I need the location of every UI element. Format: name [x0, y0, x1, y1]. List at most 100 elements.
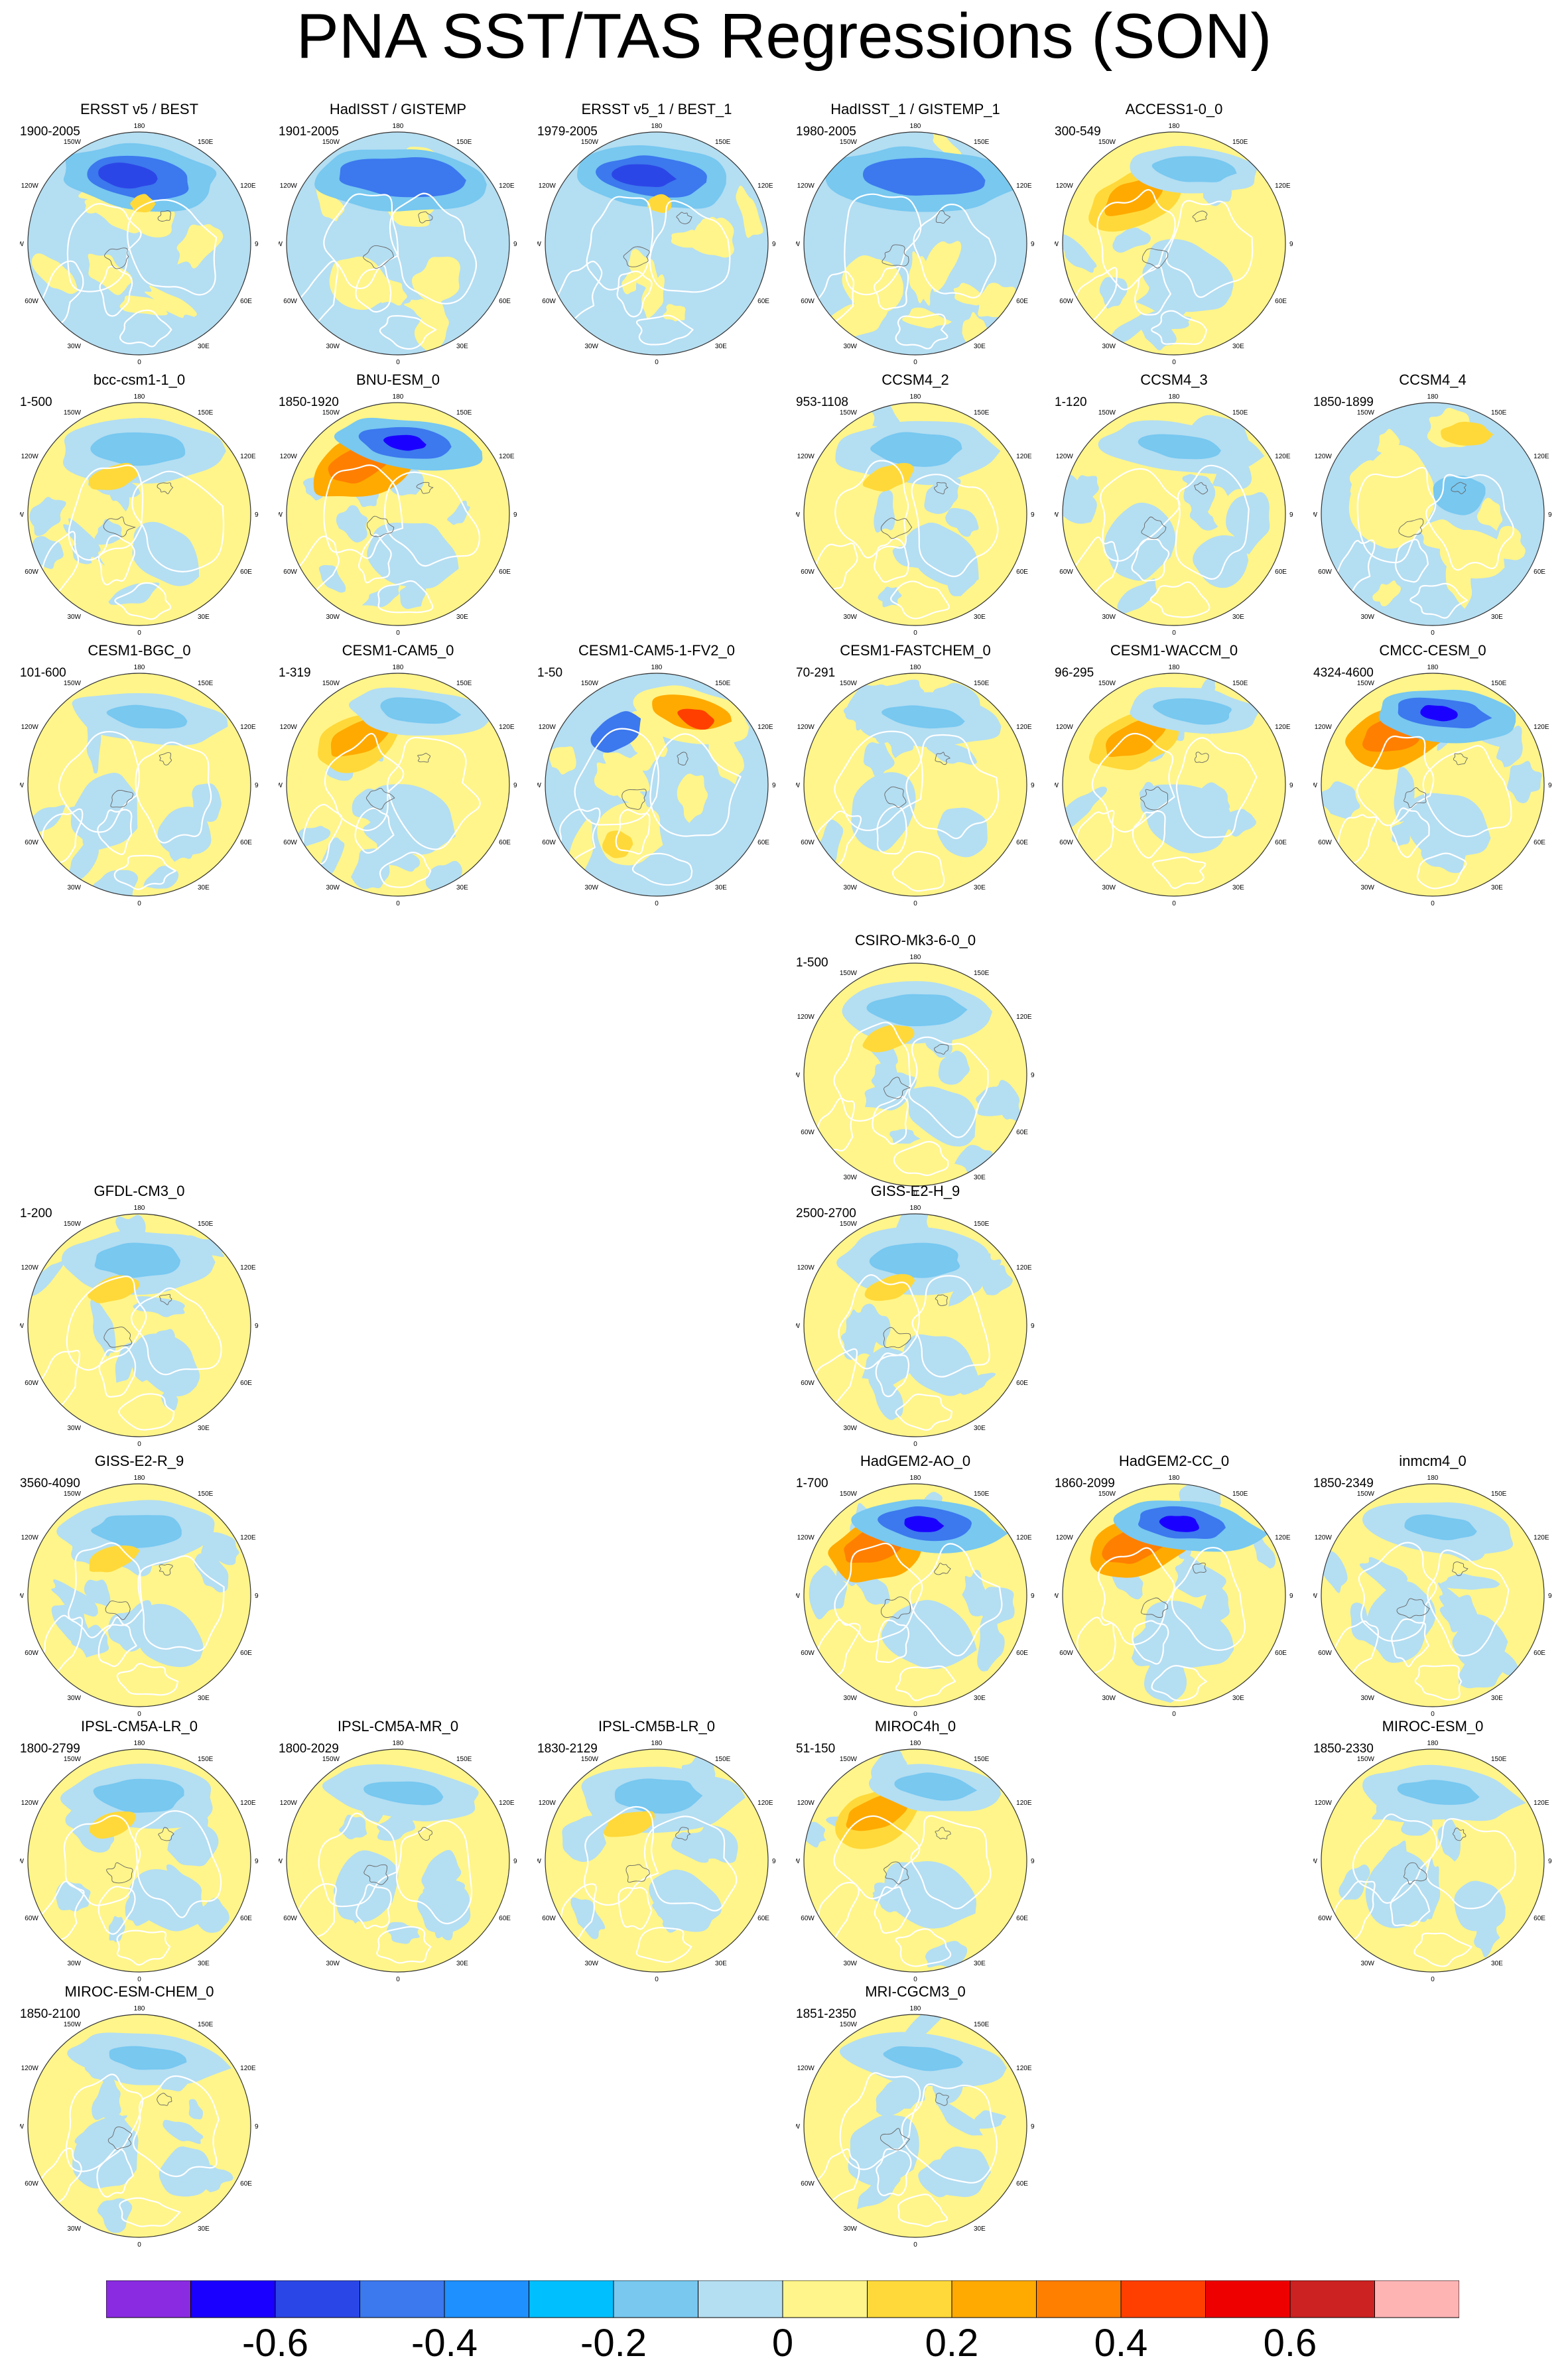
longitude-label: 0 [913, 900, 917, 907]
anomaly-contour [862, 157, 986, 196]
longitude-label: 180 [910, 123, 921, 130]
longitude-label: 180 [134, 393, 145, 401]
longitude-label: 150E [1232, 680, 1248, 687]
longitude-label: 0 [655, 359, 659, 366]
longitude-label: 150W [64, 409, 82, 417]
longitude-label: 120E [1275, 1534, 1291, 1542]
longitude-label: 90E [772, 782, 776, 789]
longitude-label: 150E [198, 1220, 214, 1228]
panel-years: 1901-2005 [279, 125, 339, 139]
longitude-label: 60W [542, 839, 556, 846]
longitude-label: 60E [240, 2180, 252, 2188]
panel-title: ERSST v5 / BEST [80, 101, 199, 117]
panel-title: CCSM4_2 [882, 371, 949, 388]
greenland-outline [873, 265, 909, 310]
longitude-label: 150E [456, 680, 472, 687]
longitude-label: 180 [910, 1205, 921, 1212]
arctic-islands-outline [107, 2127, 132, 2150]
globe-border [545, 1748, 769, 1973]
longitude-label: 120W [1056, 1534, 1074, 1542]
longitude-label: 60E [240, 298, 252, 305]
longitude-label: 90W [1055, 241, 1059, 248]
longitude-label: 60E [1534, 1915, 1545, 1922]
anomaly-contour [88, 462, 139, 490]
africa-outline [895, 1393, 953, 1431]
colorbar-swatch [529, 2280, 614, 2318]
greenland-outline [96, 2148, 134, 2198]
anomaly-patch [1137, 311, 1177, 351]
anomaly-patch [937, 2099, 983, 2136]
longitude-label: 90W [537, 241, 542, 248]
longitude-label: 120W [797, 182, 815, 190]
longitude-label: 90E [1031, 241, 1035, 248]
longitude-label: 30E [198, 343, 210, 350]
colorbar-swatch [951, 2280, 1037, 2318]
longitude-label: 90E [255, 1593, 259, 1600]
north-america-outline [323, 464, 404, 559]
longitude-label: 0 [1431, 1976, 1435, 1983]
longitude-label: 90W [1313, 1593, 1318, 1600]
longitude-label: 90E [1548, 511, 1552, 519]
anomaly-contour [612, 164, 677, 187]
globe-border [803, 402, 1027, 626]
longitude-label: 120W [280, 453, 298, 460]
longitude-label: 60E [499, 298, 511, 305]
anomaly-patch [336, 505, 368, 543]
arctic-islands-outline [880, 1596, 911, 1619]
panel-title: CMCC-CESM_0 [1379, 642, 1486, 659]
longitude-label: 30E [1232, 884, 1244, 891]
anomaly-contour [904, 1516, 945, 1532]
anomaly-contour [109, 2046, 187, 2070]
north-america-outline [1352, 1813, 1438, 1904]
polar-map: 180 0 150W 150E 120W 120E 90W 90E 60W 60E 30W 30E [20, 664, 259, 907]
anomaly-contour [90, 432, 186, 466]
anomaly-contour [851, 772, 916, 852]
longitude-label: 90W [1055, 511, 1059, 519]
anomaly-contour [869, 1242, 960, 1278]
longitude-label: 150W [840, 139, 858, 146]
longitude-label: 60W [801, 1380, 815, 1387]
longitude-label: 30W [1102, 614, 1116, 621]
longitude-label: 90W [20, 511, 25, 519]
longitude-label: 90E [1289, 511, 1293, 519]
africa-outline [114, 582, 172, 620]
anomaly-patch [1112, 228, 1151, 253]
greenland-outline [98, 1616, 137, 1668]
panel-years: 1850-2330 [1313, 1742, 1374, 1756]
north-america-outline [833, 1815, 921, 1900]
africa-outline [631, 852, 693, 886]
longitude-label: 90E [255, 1858, 259, 1865]
polar-map: 180 0 150W 150E 120W 120E 90W 90E 60W 60E 30W 30E [279, 664, 517, 907]
longitude-label: 120E [499, 1800, 515, 1807]
longitude-label: 90E [1031, 1323, 1035, 1330]
longitude-label: 90E [1289, 782, 1293, 789]
africa-outline [116, 1663, 179, 1696]
longitude-label: 150E [974, 970, 990, 977]
north-america-outline [1091, 732, 1175, 833]
polar-map: 180 0 150W 150E 120W 120E 90W 90E 60W 60E 30W 30E [796, 954, 1035, 1197]
panel-title: CCSM4_4 [1399, 371, 1467, 388]
polar-map: 180 0 150W 150E 120W 120E 90W 90E 60W 60E 30W 30E [537, 1740, 776, 1983]
map-panel: MIROC-ESM_0 1850-2330 180 0 150W 150E 120W 120E… [1313, 1718, 1552, 1983]
longitude-label: 30E [456, 614, 468, 621]
longitude-label: 0 [396, 359, 400, 366]
longitude-label: 30W [1102, 343, 1116, 350]
panel-years: 1800-2029 [279, 1742, 339, 1756]
longitude-label: 30E [974, 2225, 986, 2233]
anomaly-contour [383, 434, 426, 451]
anomaly-patch [92, 2077, 121, 2121]
longitude-label: 30E [1491, 1960, 1503, 1967]
longitude-label: 180 [134, 1475, 145, 1482]
panel-years: 1-500 [796, 956, 828, 970]
longitude-label: 120E [499, 182, 515, 190]
anomaly-contour [94, 1242, 181, 1278]
coastline-detail [1398, 482, 1467, 537]
longitude-label: 180 [651, 664, 663, 671]
longitude-label: 90E [1031, 1072, 1035, 1079]
coastline-detail [884, 752, 951, 808]
africa-outline [1149, 581, 1210, 618]
longitude-label: 60W [25, 839, 38, 846]
globe-border [27, 2014, 251, 2238]
longitude-label: 180 [1169, 393, 1180, 401]
greenland-outline [876, 2148, 912, 2197]
